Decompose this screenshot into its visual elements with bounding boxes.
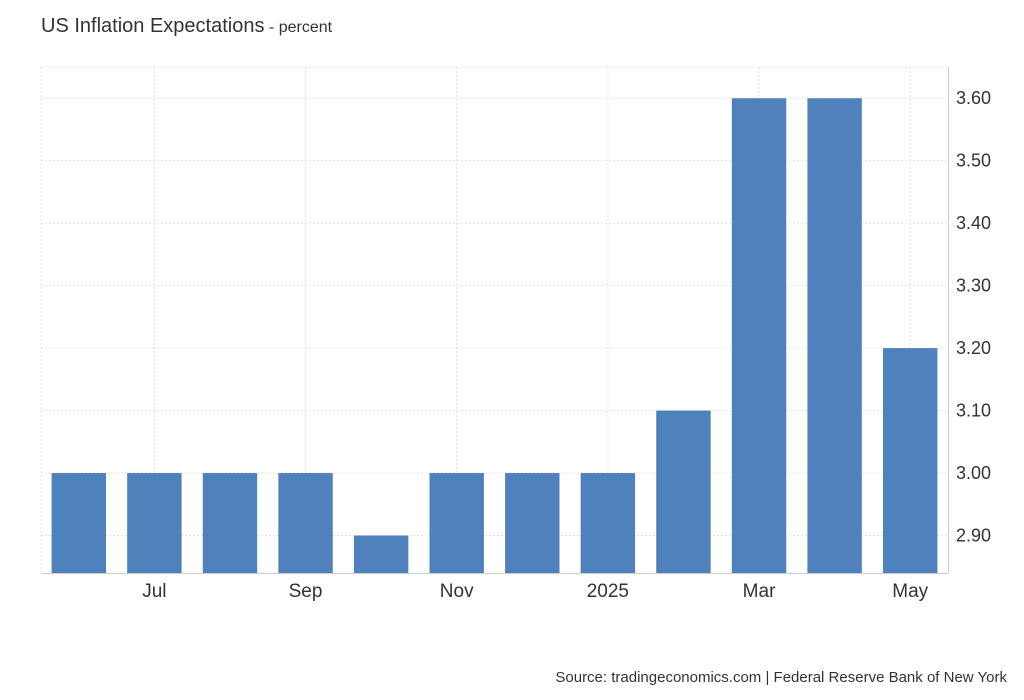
- bar-dec: [505, 473, 560, 573]
- x-tick-label: Mar: [743, 581, 776, 602]
- bar-aug: [202, 473, 258, 573]
- chart-title-row: US Inflation Expectations - percent: [41, 15, 332, 38]
- y-tick-label: 3.40: [956, 213, 991, 233]
- y-tick-label: 3.60: [956, 88, 991, 108]
- y-tick-label: 3.10: [956, 401, 991, 421]
- y-tick-label: 2.90: [956, 526, 991, 546]
- bar-jul: [127, 473, 182, 573]
- y-tick-label: 3.50: [956, 151, 991, 171]
- x-tick-label: Jul: [142, 581, 166, 602]
- x-tick-label: May: [892, 581, 928, 602]
- x-tick-label: Nov: [440, 581, 474, 602]
- bar-apr: [807, 98, 862, 574]
- axis-layer: [41, 67, 949, 574]
- chart-unit-separator: -: [268, 19, 275, 36]
- chart-title: US Inflation Expectations: [41, 15, 265, 37]
- x-tick-label: 2025: [587, 581, 629, 602]
- bars-layer: [51, 98, 938, 574]
- bar-may: [882, 348, 938, 573]
- y-tick-label: 3.20: [956, 338, 991, 358]
- bar-2025: [580, 473, 636, 573]
- chart-unit: percent: [278, 19, 333, 36]
- bar-jun: [51, 473, 107, 573]
- y-tick-label: 3.00: [956, 463, 991, 483]
- labels-layer: 2.90 3.00 3.10 3.20 3.30 3.40 3.50 3.60 Jul Sep No…: [142, 88, 991, 602]
- source-note: Source: tradingeconomics.com | Federal R…: [555, 669, 1007, 686]
- y-tick-label: 3.30: [956, 276, 991, 296]
- bar-mar: [731, 98, 787, 574]
- bar-feb: [656, 410, 711, 573]
- bar-oct: [353, 535, 409, 573]
- bar-nov: [429, 473, 484, 573]
- bar-chart: 2.90 3.00 3.10 3.20 3.30 3.40 3.50 3.60 Jul Sep No…: [40, 66, 991, 602]
- bar-sep: [278, 473, 333, 573]
- x-tick-label: Sep: [289, 581, 323, 602]
